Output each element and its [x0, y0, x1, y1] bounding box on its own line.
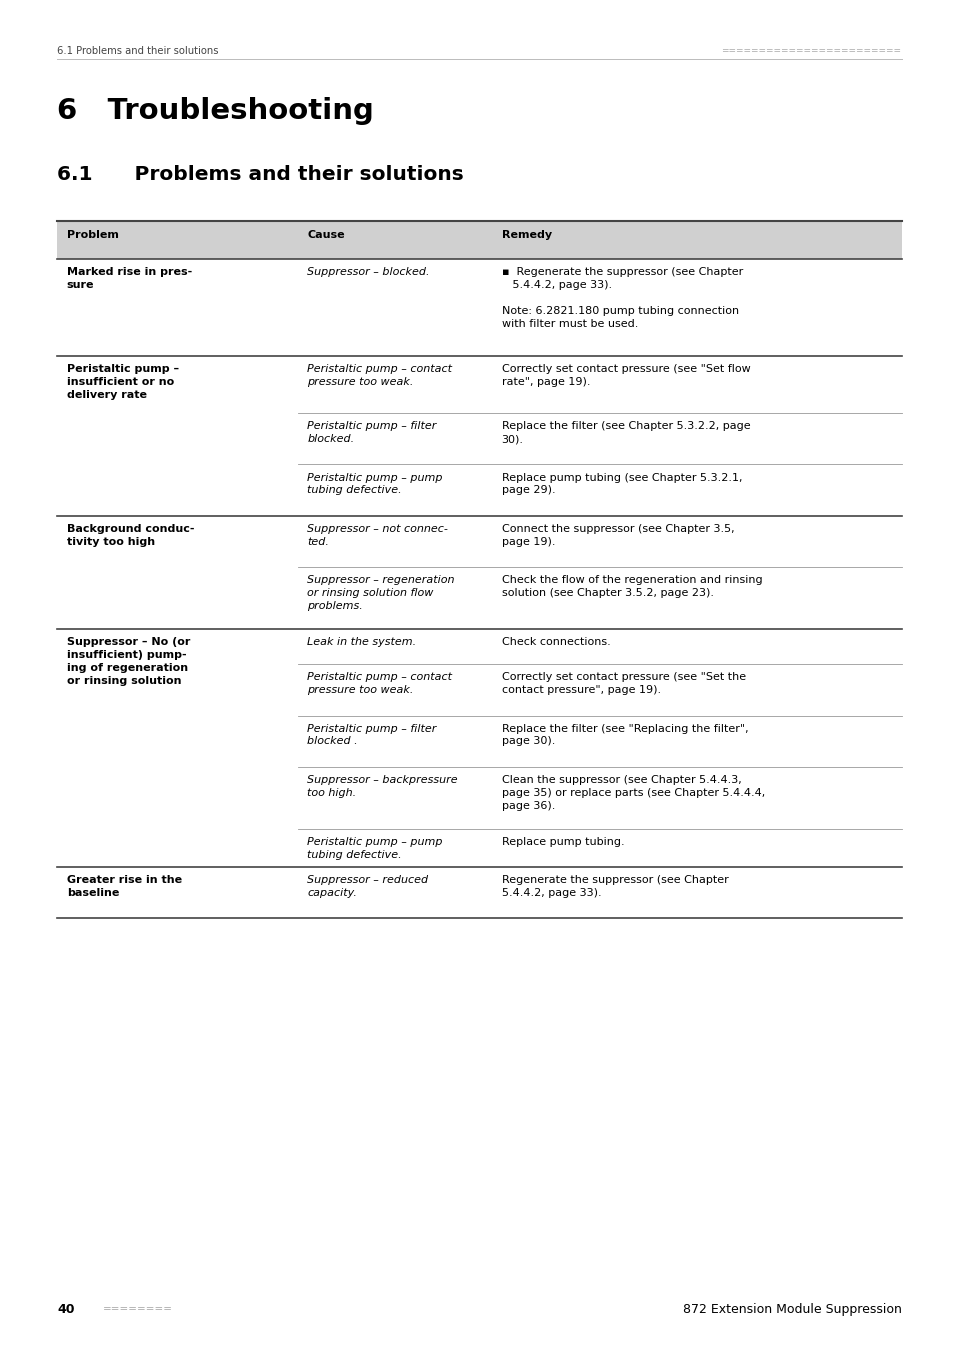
- Text: Replace the filter (see "Replacing the filter",
page 30).: Replace the filter (see "Replacing the f…: [501, 724, 747, 747]
- Text: Correctly set contact pressure (see "Set flow
rate", page 19).: Correctly set contact pressure (see "Set…: [501, 364, 750, 387]
- Text: Peristaltic pump – filter
blocked .: Peristaltic pump – filter blocked .: [307, 724, 436, 747]
- Text: 40: 40: [57, 1303, 74, 1316]
- Text: 6   Troubleshooting: 6 Troubleshooting: [57, 97, 374, 126]
- Text: Background conduc-
tivity too high: Background conduc- tivity too high: [67, 524, 194, 547]
- Text: Check connections.: Check connections.: [501, 637, 610, 647]
- Text: Replace pump tubing (see Chapter 5.3.2.1,
page 29).: Replace pump tubing (see Chapter 5.3.2.1…: [501, 472, 741, 495]
- Text: Regenerate the suppressor (see Chapter
5.4.4.2, page 33).: Regenerate the suppressor (see Chapter 5…: [501, 875, 727, 898]
- Text: ▪  Regenerate the suppressor (see Chapter
   5.4.4.2, page 33).

Note: 6.2821.18: ▪ Regenerate the suppressor (see Chapter…: [501, 267, 742, 328]
- Text: Peristaltic pump – contact
pressure too weak.: Peristaltic pump – contact pressure too …: [307, 364, 452, 387]
- Text: 6.1      Problems and their solutions: 6.1 Problems and their solutions: [57, 165, 463, 184]
- Text: Suppressor – regeneration
or rinsing solution flow
problems.: Suppressor – regeneration or rinsing sol…: [307, 575, 455, 610]
- Text: Peristaltic pump – pump
tubing defective.: Peristaltic pump – pump tubing defective…: [307, 472, 442, 495]
- Text: Cause: Cause: [307, 230, 345, 239]
- Text: Suppressor – No (or
insufficient) pump-
ing of regeneration
or rinsing solution: Suppressor – No (or insufficient) pump- …: [67, 637, 190, 686]
- Text: ========: ========: [103, 1304, 172, 1315]
- Text: Replace the filter (see Chapter 5.3.2.2, page
30).: Replace the filter (see Chapter 5.3.2.2,…: [501, 421, 749, 444]
- Text: 6.1 Problems and their solutions: 6.1 Problems and their solutions: [57, 46, 218, 55]
- Text: ========================: ========================: [720, 46, 901, 55]
- Text: Peristaltic pump – pump
tubing defective.: Peristaltic pump – pump tubing defective…: [307, 837, 442, 860]
- Text: Correctly set contact pressure (see "Set the
contact pressure", page 19).: Correctly set contact pressure (see "Set…: [501, 672, 745, 695]
- Text: Remedy: Remedy: [501, 230, 551, 239]
- Text: Suppressor – reduced
capacity.: Suppressor – reduced capacity.: [307, 875, 428, 898]
- Text: Peristaltic pump – contact
pressure too weak.: Peristaltic pump – contact pressure too …: [307, 672, 452, 695]
- Text: Suppressor – backpressure
too high.: Suppressor – backpressure too high.: [307, 775, 457, 798]
- Text: Problem: Problem: [67, 230, 118, 239]
- Text: Clean the suppressor (see Chapter 5.4.4.3,
page 35) or replace parts (see Chapte: Clean the suppressor (see Chapter 5.4.4.…: [501, 775, 764, 810]
- Bar: [57, 221, 901, 259]
- Text: Greater rise in the
baseline: Greater rise in the baseline: [67, 875, 182, 898]
- Text: Leak in the system.: Leak in the system.: [307, 637, 416, 647]
- Text: Replace pump tubing.: Replace pump tubing.: [501, 837, 623, 846]
- Text: Connect the suppressor (see Chapter 3.5,
page 19).: Connect the suppressor (see Chapter 3.5,…: [501, 524, 734, 547]
- Text: Peristaltic pump –
insufficient or no
delivery rate: Peristaltic pump – insufficient or no de…: [67, 364, 179, 400]
- Text: 872 Extension Module Suppression: 872 Extension Module Suppression: [682, 1303, 901, 1316]
- Text: Peristaltic pump – filter
blocked.: Peristaltic pump – filter blocked.: [307, 421, 436, 444]
- Text: Suppressor – not connec-
ted.: Suppressor – not connec- ted.: [307, 524, 448, 547]
- Text: Suppressor – blocked.: Suppressor – blocked.: [307, 267, 430, 277]
- Text: Check the flow of the regeneration and rinsing
solution (see Chapter 3.5.2, page: Check the flow of the regeneration and r…: [501, 575, 761, 598]
- Text: Marked rise in pres-
sure: Marked rise in pres- sure: [67, 267, 192, 290]
